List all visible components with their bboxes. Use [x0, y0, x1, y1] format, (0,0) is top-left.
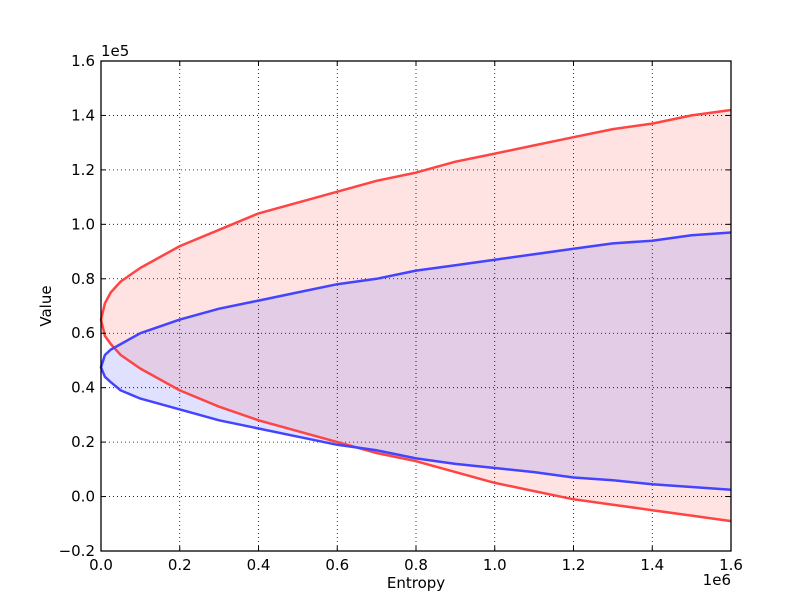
- y-tick-label: 1.6: [71, 52, 95, 70]
- y-tick-label: 0.4: [71, 379, 95, 397]
- x-offset-label: 1e6: [703, 571, 731, 589]
- x-tick-label: 0.8: [404, 556, 428, 574]
- x-axis-label: Entropy: [387, 574, 445, 592]
- axis-ticks: 0.0 0.2 0.4 0.6 0.8 1.0 1.2 1.4 1.6−0.20.00.20.4…: [59, 52, 743, 574]
- y-tick-label: 1.0: [71, 215, 95, 233]
- y-tick-label: 0.8: [71, 270, 95, 288]
- x-tick-label: 1.0: [483, 556, 507, 574]
- x-tick-label: 0.4: [247, 556, 271, 574]
- y-tick-label: −0.2: [59, 542, 95, 560]
- y-tick-label: 0.6: [71, 324, 95, 342]
- y-offset-label: 1e5: [101, 42, 129, 60]
- grid-lines: [101, 61, 731, 551]
- y-tick-label: 0.0: [71, 488, 95, 506]
- x-tick-label: 1.2: [562, 556, 586, 574]
- y-tick-label: 1.2: [71, 161, 95, 179]
- x-tick-label: 0.6: [325, 556, 349, 574]
- x-tick-label: 0.0: [89, 556, 113, 574]
- x-tick-label: 0.2: [168, 556, 192, 574]
- y-tick-label: 1.4: [71, 106, 95, 124]
- x-tick-label: 1.4: [640, 556, 664, 574]
- x-tick-label: 1.6: [719, 556, 743, 574]
- y-axis-label: Value: [37, 285, 55, 326]
- y-tick-label: 0.2: [71, 433, 95, 451]
